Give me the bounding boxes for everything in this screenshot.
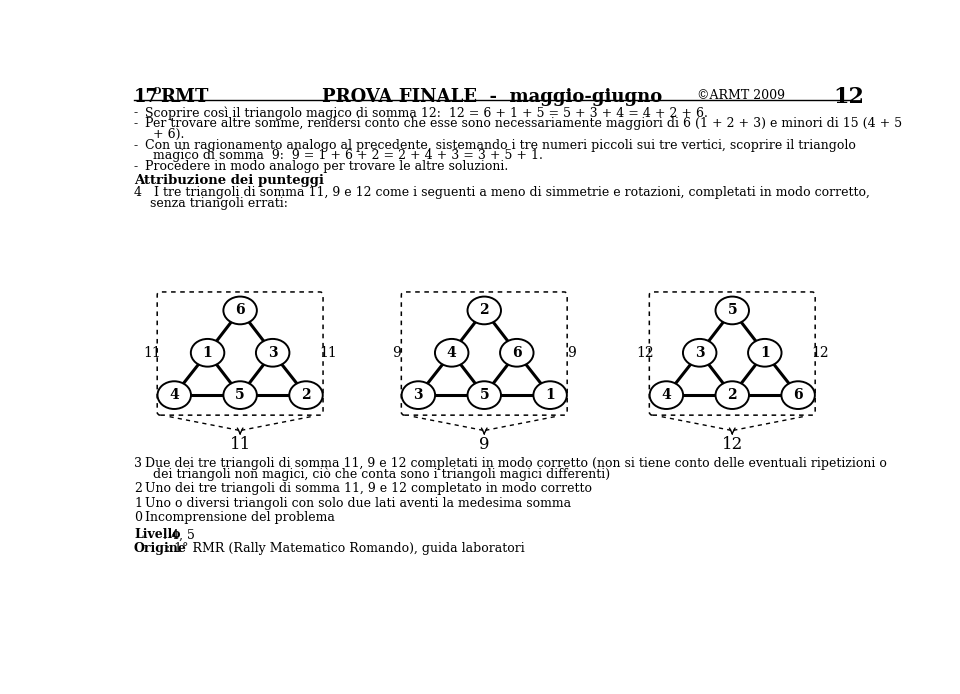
Text: Origine: Origine	[134, 542, 187, 555]
Text: Procedere in modo analogo per trovare le altre soluzioni.: Procedere in modo analogo per trovare le…	[145, 160, 508, 174]
Text: Con un ragionamento analogo al precedente, sistemando i tre numeri piccoli sui t: Con un ragionamento analogo al precedent…	[145, 139, 855, 152]
Text: 1: 1	[203, 346, 212, 359]
Text: 3: 3	[134, 457, 142, 470]
Text: 12: 12	[636, 346, 654, 359]
Text: Attribuzione dei punteggi: Attribuzione dei punteggi	[134, 174, 324, 187]
Text: 4: 4	[446, 346, 457, 359]
Text: 3: 3	[414, 388, 423, 402]
Text: 1: 1	[760, 346, 770, 359]
Text: -: -	[134, 139, 138, 152]
Text: 5: 5	[479, 388, 489, 402]
Text: + 6).: + 6).	[145, 128, 184, 141]
Ellipse shape	[715, 296, 749, 324]
Text: 0: 0	[134, 511, 142, 525]
Ellipse shape	[224, 296, 257, 324]
Ellipse shape	[650, 381, 684, 409]
Ellipse shape	[781, 381, 815, 409]
Ellipse shape	[468, 296, 501, 324]
Text: 9: 9	[567, 346, 576, 359]
Text: ©ARMT 2009: ©ARMT 2009	[697, 90, 785, 103]
Ellipse shape	[157, 381, 191, 409]
Text: Livello: Livello	[134, 528, 180, 541]
Ellipse shape	[224, 381, 257, 409]
Text: O: O	[153, 87, 161, 96]
Text: 2: 2	[301, 388, 311, 402]
Text: -: -	[134, 106, 138, 119]
Text: 2: 2	[728, 388, 737, 402]
Text: 6: 6	[793, 388, 803, 402]
Text: 2: 2	[479, 303, 489, 317]
Text: Uno o diversi triangoli con solo due lati aventi la medesima somma: Uno o diversi triangoli con solo due lat…	[145, 497, 571, 510]
Ellipse shape	[256, 339, 289, 366]
Text: 12: 12	[722, 436, 743, 453]
Text: 3: 3	[695, 346, 705, 359]
Text: : 4, 5: : 4, 5	[162, 528, 195, 541]
Text: 11: 11	[229, 436, 251, 453]
Text: 4: 4	[169, 388, 180, 402]
Text: Uno dei tre triangoli di somma 11, 9 e 12 completato in modo corretto: Uno dei tre triangoli di somma 11, 9 e 1…	[145, 482, 591, 495]
Text: 12: 12	[811, 346, 828, 359]
Text: 9: 9	[479, 436, 490, 453]
Text: 3: 3	[268, 346, 277, 359]
Text: Scoprire così il triangolo magico di somma 12:  12 = 6 + 1 + 5 = 5 + 3 + 4 = 4 +: Scoprire così il triangolo magico di som…	[145, 106, 708, 120]
Ellipse shape	[534, 381, 566, 409]
Text: 4: 4	[661, 388, 671, 402]
Text: Due dei tre triangoli di somma 11, 9 e 12 completati in modo corretto (non si ti: Due dei tre triangoli di somma 11, 9 e 1…	[145, 457, 887, 470]
Text: -: -	[134, 160, 138, 174]
Text: 1: 1	[134, 497, 142, 510]
Text: : 1° RMR (Rally Matematico Romando), guida laboratori: : 1° RMR (Rally Matematico Romando), gui…	[166, 542, 525, 555]
Text: 11: 11	[144, 346, 161, 359]
Ellipse shape	[748, 339, 781, 366]
Text: 5: 5	[235, 388, 245, 402]
Text: 2: 2	[134, 482, 142, 495]
Text: -: -	[134, 117, 138, 130]
Ellipse shape	[289, 381, 323, 409]
Text: 1: 1	[545, 388, 555, 402]
Ellipse shape	[715, 381, 749, 409]
Text: 6: 6	[512, 346, 521, 359]
Text: senza triangoli errati:: senza triangoli errati:	[134, 197, 288, 210]
Text: Incomprensione del problema: Incomprensione del problema	[145, 511, 335, 525]
Text: dei triangoli non magici, ciò che conta sono i triangoli magici differenti): dei triangoli non magici, ciò che conta …	[145, 468, 610, 481]
Text: PROVA FINALE  -  maggio-giugno: PROVA FINALE - maggio-giugno	[322, 88, 662, 106]
Text: 4   I tre triangoli di somma 11, 9 e 12 come i seguenti a meno di simmetrie e ro: 4 I tre triangoli di somma 11, 9 e 12 co…	[134, 187, 870, 199]
Ellipse shape	[191, 339, 225, 366]
Ellipse shape	[435, 339, 468, 366]
Text: magico di somma  9:  9 = 1 + 6 + 2 = 2 + 4 + 3 = 3 + 5 + 1.: magico di somma 9: 9 = 1 + 6 + 2 = 2 + 4…	[145, 149, 542, 162]
Ellipse shape	[500, 339, 534, 366]
Text: 5: 5	[728, 303, 737, 317]
Text: 9: 9	[393, 346, 401, 359]
Text: Per trovare altre somme, rendersi conto che esse sono necessariamente maggiori d: Per trovare altre somme, rendersi conto …	[145, 117, 902, 130]
Text: 11: 11	[319, 346, 337, 359]
Text: 6: 6	[235, 303, 245, 317]
Text: 17: 17	[134, 88, 159, 106]
Ellipse shape	[401, 381, 435, 409]
Ellipse shape	[683, 339, 716, 366]
Text: 12: 12	[833, 86, 864, 108]
Ellipse shape	[468, 381, 501, 409]
Text: RMT: RMT	[160, 88, 208, 106]
